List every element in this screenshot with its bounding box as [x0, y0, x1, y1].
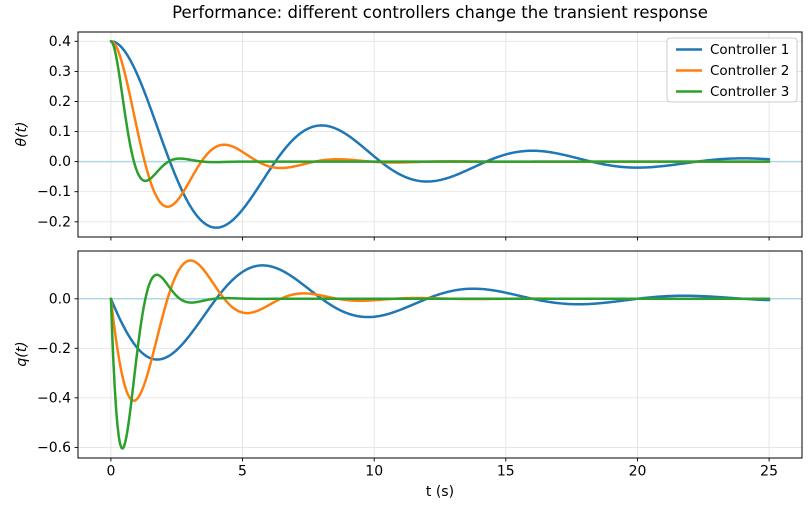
chart-title: Performance: different controllers chang… [172, 3, 708, 22]
y-tick-label: 0.4 [49, 34, 71, 50]
x-tick-label: 10 [365, 464, 383, 480]
legend: Controller 1 Controller 2 Controller 3 [666, 37, 798, 103]
series-line-controller-3 [109, 40, 771, 183]
legend-label: Controller 3 [710, 84, 789, 100]
y-axis-label-theta: θ(t) [14, 121, 30, 147]
series-line-controller-3 [109, 273, 771, 450]
y-tick-label: 0.1 [49, 124, 71, 140]
y-tick-label: −0.2 [37, 341, 71, 357]
axes-frame [77, 250, 803, 459]
x-axis-label: t (s) [425, 484, 455, 500]
axes-frame [77, 31, 803, 238]
y-tick-label: −0.1 [37, 184, 71, 200]
x-tick-label: 20 [629, 464, 647, 480]
series-line-controller-1 [109, 40, 771, 229]
y-tick-label: 0.0 [49, 291, 71, 307]
y-tick-label: −0.2 [37, 214, 71, 230]
y-tick-label: −0.6 [37, 440, 71, 456]
subplot-q: 0 5 10 15 20 25 −0.6 −0.4 −0.2 0.0 [37, 250, 803, 480]
x-tick-label: 0 [106, 464, 115, 480]
y-tick-label: 0.2 [49, 94, 71, 110]
x-tick-label: 15 [497, 464, 515, 480]
y-tick-label: 0.0 [49, 154, 71, 170]
legend-box [666, 37, 798, 103]
y-tick-label: 0.3 [49, 64, 71, 80]
legend-label: Controller 2 [710, 63, 789, 79]
y-tick-label: −0.4 [37, 390, 71, 406]
legend-label: Controller 1 [710, 42, 789, 58]
x-tick-label: 5 [238, 464, 247, 480]
x-tick-label: 25 [760, 464, 778, 480]
y-axis-label-q: q(t) [14, 341, 30, 367]
series-line-controller-2 [109, 259, 771, 402]
